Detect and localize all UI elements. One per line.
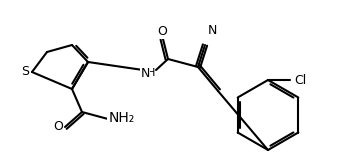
Text: S: S	[21, 64, 29, 77]
Text: H: H	[147, 68, 155, 78]
Text: N: N	[207, 24, 217, 37]
Text: NH₂: NH₂	[109, 111, 135, 125]
Text: O: O	[157, 25, 167, 38]
Text: Cl: Cl	[294, 73, 306, 87]
Text: N: N	[140, 66, 150, 79]
Text: O: O	[53, 121, 63, 133]
